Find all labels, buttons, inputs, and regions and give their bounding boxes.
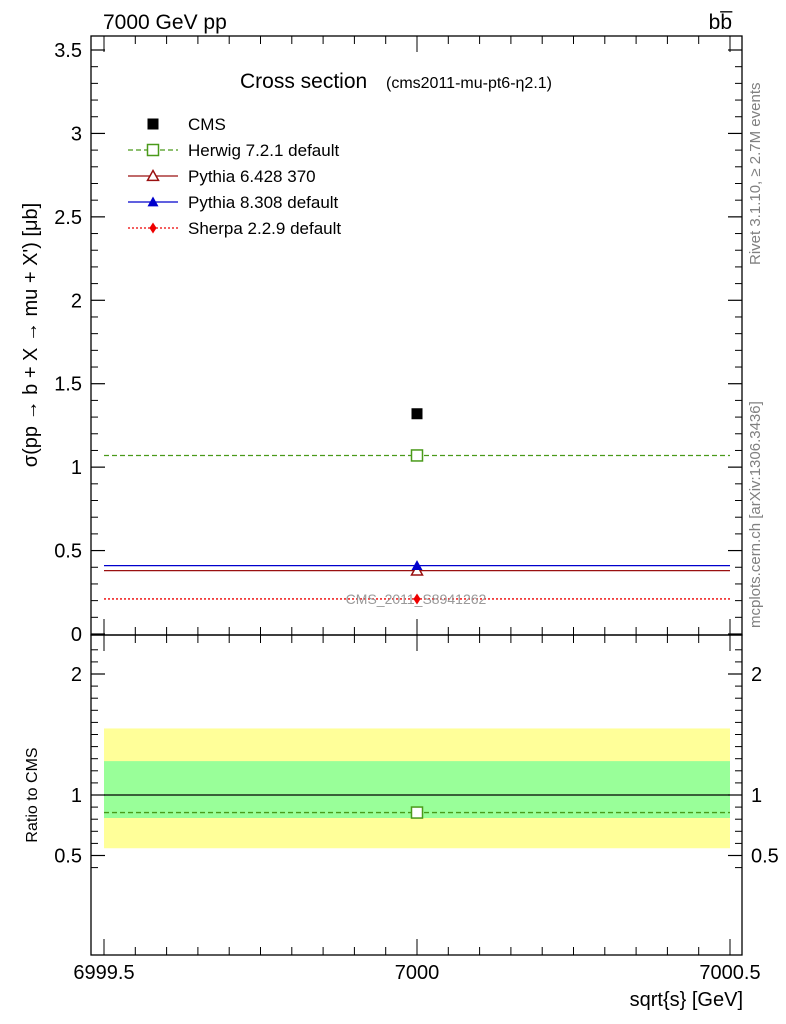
y-tick-label: 3.5 <box>54 40 82 62</box>
legend-marker-pythia-8-308-default <box>147 196 159 207</box>
chart-title-sub: (cms2011-mu-pt6-η2.1) <box>386 75 552 92</box>
y-tick-label: 2.5 <box>54 207 82 229</box>
x-axis-label: sqrt{s} [GeV] <box>630 989 743 1011</box>
lower-ticks: 0.5 0.5 1 1 2 2 6999.5 7000 7000.5 <box>54 635 779 984</box>
legend-label-herwig-7-2-1-default: Herwig 7.2.1 default <box>188 141 339 160</box>
pythia-6-428-370-point <box>410 563 424 576</box>
ratio-tick-label: 0.5 <box>54 846 82 868</box>
chart-title-main: Cross section <box>240 70 367 93</box>
upper-series-lines <box>104 454 730 600</box>
y-tick-label: 1 <box>71 457 82 479</box>
legend-label-sherpa-2-2-9-default: Sherpa 2.2.9 default <box>188 219 341 238</box>
legend-marker-pythia-6-428-370 <box>146 168 160 182</box>
upper-series-points <box>410 408 424 605</box>
legend-marker-herwig-7-2-1-default <box>146 143 160 157</box>
legend: CMS Herwig 7.2.1 default Pythia 6.428 370 P… <box>128 115 341 238</box>
beam-energy-label: 7000 GeV pp <box>103 11 227 34</box>
cms-point <box>411 408 423 420</box>
rivet-version-label: Rivet 3.1.10, ≥ 2.7M events <box>747 83 764 266</box>
ratio-bands <box>104 728 730 849</box>
cross-section-panel: 00.511.522.533.5 CMS_2011_S8941262 Cross… <box>20 35 743 646</box>
legend-marker-cms <box>147 118 159 130</box>
legend-label-pythia-6-428-370: Pythia 6.428 370 <box>188 167 316 186</box>
ratio-tick-label-right: 1 <box>751 785 762 807</box>
ratio-tick-label-right: 2 <box>751 664 762 686</box>
process-label: bb̅ <box>709 11 734 34</box>
ratio-herwig-7-2-1-default-point <box>410 806 424 819</box>
herwig-7-2-1-default-point <box>410 449 424 462</box>
y-tick-label: 2 <box>71 290 82 312</box>
upper-ticks: 0 0.5 1 1.5 2 2.5 3 3.5 <box>54 36 742 646</box>
legend-label-cms: CMS <box>188 115 226 134</box>
legend-marker-sherpa-2-2-9-default <box>149 222 157 234</box>
x-tick-label: 6999.5 <box>73 962 134 984</box>
x-tick-label: 7000.5 <box>699 962 760 984</box>
y-tick-label: 0.5 <box>54 541 82 563</box>
ratio-axis-label: Ratio to CMS <box>24 747 41 842</box>
y-tick-label: 0 <box>71 624 82 646</box>
legend-label-pythia-8-308-default: Pythia 8.308 default <box>188 193 339 212</box>
chart-title: Cross section (cms2011-mu-pt6-η2.1) <box>240 70 552 93</box>
y-tick-label: 1.5 <box>54 374 82 396</box>
ratio-tick-label-right: 0.5 <box>751 846 779 868</box>
y-tick-label: 3 <box>71 123 82 145</box>
ratio-tick-label: 2 <box>71 664 82 686</box>
y-axis-label: σ(pp → b + X → mu + X') [μb] <box>20 203 42 467</box>
pythia-8-308-default-point <box>411 560 423 570</box>
x-tick-label: 7000 <box>395 962 440 984</box>
sherpa-2-2-9-default-point <box>413 593 421 605</box>
mcplots-source-label: mcplots.cern.ch [arXiv:1306.3436] <box>747 401 764 628</box>
ratio-series-points <box>410 806 424 819</box>
ratio-tick-label: 1 <box>71 785 82 807</box>
